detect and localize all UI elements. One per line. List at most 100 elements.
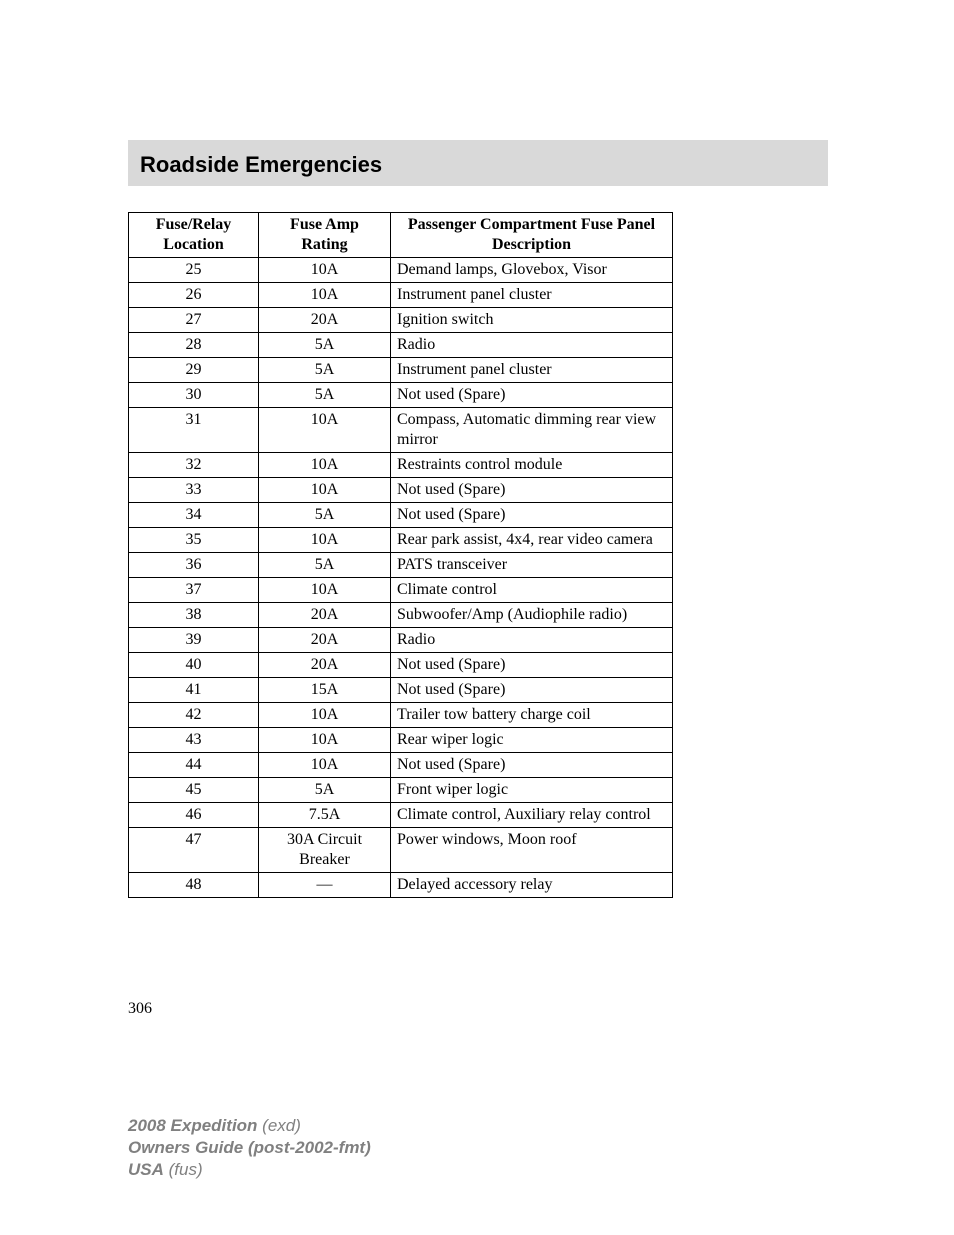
- cell-location: 48: [129, 873, 259, 898]
- cell-location: 40: [129, 653, 259, 678]
- cell-rating: 10A: [259, 408, 391, 453]
- cell-rating: 5A: [259, 553, 391, 578]
- cell-location: 42: [129, 703, 259, 728]
- table-row: 3210ARestraints control module: [129, 453, 673, 478]
- cell-rating: 7.5A: [259, 803, 391, 828]
- table-row: 295AInstrument panel cluster: [129, 358, 673, 383]
- footer-line-3: USA (fus): [128, 1159, 371, 1181]
- cell-location: 37: [129, 578, 259, 603]
- table-header-row: Fuse/Relay Location Fuse Amp Rating Pass…: [129, 213, 673, 258]
- footer-vehicle-code: (exd): [257, 1116, 300, 1135]
- page-number: 306: [128, 1000, 152, 1018]
- table-row: 4730A Circuit BreakerPower windows, Moon…: [129, 828, 673, 873]
- cell-rating: 20A: [259, 308, 391, 333]
- table-row: 4410ANot used (Spare): [129, 753, 673, 778]
- cell-description: Rear wiper logic: [391, 728, 673, 753]
- table-row: 3510ARear park assist, 4x4, rear video c…: [129, 528, 673, 553]
- table-row: 4020ANot used (Spare): [129, 653, 673, 678]
- fuse-table: Fuse/Relay Location Fuse Amp Rating Pass…: [128, 212, 673, 898]
- section-header-bar: Roadside Emergencies: [128, 140, 828, 186]
- table-row: 305ANot used (Spare): [129, 383, 673, 408]
- cell-location: 39: [129, 628, 259, 653]
- table-row: 2610AInstrument panel cluster: [129, 283, 673, 308]
- footer-region-code: (fus): [164, 1160, 203, 1179]
- cell-description: Instrument panel cluster: [391, 358, 673, 383]
- cell-description: Climate control: [391, 578, 673, 603]
- cell-location: 26: [129, 283, 259, 308]
- cell-rating: 10A: [259, 703, 391, 728]
- table-row: 3920ARadio: [129, 628, 673, 653]
- table-row: 4310ARear wiper logic: [129, 728, 673, 753]
- table-row: 467.5AClimate control, Auxiliary relay c…: [129, 803, 673, 828]
- cell-rating: 20A: [259, 653, 391, 678]
- cell-location: 34: [129, 503, 259, 528]
- cell-rating: 20A: [259, 603, 391, 628]
- footer-vehicle: 2008 Expedition: [128, 1116, 257, 1135]
- footer-guide: Owners Guide (post-2002-fmt): [128, 1138, 371, 1157]
- cell-rating: 10A: [259, 283, 391, 308]
- fuse-table-wrap: Fuse/Relay Location Fuse Amp Rating Pass…: [128, 212, 673, 898]
- cell-description: Instrument panel cluster: [391, 283, 673, 308]
- footer-region: USA: [128, 1160, 164, 1179]
- table-row: 455AFront wiper logic: [129, 778, 673, 803]
- footer-line-2: Owners Guide (post-2002-fmt): [128, 1137, 371, 1159]
- cell-description: Not used (Spare): [391, 383, 673, 408]
- cell-location: 44: [129, 753, 259, 778]
- cell-rating: 10A: [259, 528, 391, 553]
- cell-description: Trailer tow battery charge coil: [391, 703, 673, 728]
- cell-location: 45: [129, 778, 259, 803]
- cell-description: Demand lamps, Glovebox, Visor: [391, 258, 673, 283]
- cell-description: Rear park assist, 4x4, rear video camera: [391, 528, 673, 553]
- page: Roadside Emergencies Fuse/Relay Location…: [0, 0, 954, 1235]
- table-row: 3820ASubwoofer/Amp (Audiophile radio): [129, 603, 673, 628]
- table-row: 3310ANot used (Spare): [129, 478, 673, 503]
- cell-location: 27: [129, 308, 259, 333]
- table-row: 2720AIgnition switch: [129, 308, 673, 333]
- cell-location: 35: [129, 528, 259, 553]
- cell-rating: 5A: [259, 503, 391, 528]
- cell-location: 47: [129, 828, 259, 873]
- cell-location: 25: [129, 258, 259, 283]
- table-row: 4115ANot used (Spare): [129, 678, 673, 703]
- table-row: 48—Delayed accessory relay: [129, 873, 673, 898]
- cell-description: Not used (Spare): [391, 753, 673, 778]
- footer-line-1: 2008 Expedition (exd): [128, 1115, 371, 1137]
- cell-description: Ignition switch: [391, 308, 673, 333]
- cell-location: 43: [129, 728, 259, 753]
- cell-description: PATS transceiver: [391, 553, 673, 578]
- cell-location: 33: [129, 478, 259, 503]
- cell-location: 41: [129, 678, 259, 703]
- cell-location: 28: [129, 333, 259, 358]
- cell-rating: 10A: [259, 453, 391, 478]
- table-row: 3710AClimate control: [129, 578, 673, 603]
- cell-description: Compass, Automatic dimming rear view mir…: [391, 408, 673, 453]
- table-row: 4210ATrailer tow battery charge coil: [129, 703, 673, 728]
- cell-location: 32: [129, 453, 259, 478]
- cell-rating: 20A: [259, 628, 391, 653]
- cell-description: Front wiper logic: [391, 778, 673, 803]
- cell-description: Not used (Spare): [391, 503, 673, 528]
- table-row: 2510ADemand lamps, Glovebox, Visor: [129, 258, 673, 283]
- cell-description: Not used (Spare): [391, 678, 673, 703]
- cell-location: 30: [129, 383, 259, 408]
- cell-rating: 10A: [259, 578, 391, 603]
- cell-rating: 10A: [259, 258, 391, 283]
- cell-description: Not used (Spare): [391, 653, 673, 678]
- col-header-description: Passenger Compartment Fuse Panel Descrip…: [391, 213, 673, 258]
- cell-rating: 15A: [259, 678, 391, 703]
- footer: 2008 Expedition (exd) Owners Guide (post…: [128, 1115, 371, 1180]
- cell-rating: 5A: [259, 383, 391, 408]
- cell-rating: 10A: [259, 478, 391, 503]
- cell-description: Climate control, Auxiliary relay control: [391, 803, 673, 828]
- cell-location: 36: [129, 553, 259, 578]
- cell-rating: 30A Circuit Breaker: [259, 828, 391, 873]
- cell-rating: 10A: [259, 728, 391, 753]
- cell-rating: —: [259, 873, 391, 898]
- section-title: Roadside Emergencies: [140, 152, 382, 178]
- cell-rating: 10A: [259, 753, 391, 778]
- cell-location: 46: [129, 803, 259, 828]
- cell-description: Not used (Spare): [391, 478, 673, 503]
- cell-rating: 5A: [259, 358, 391, 383]
- cell-description: Subwoofer/Amp (Audiophile radio): [391, 603, 673, 628]
- cell-location: 38: [129, 603, 259, 628]
